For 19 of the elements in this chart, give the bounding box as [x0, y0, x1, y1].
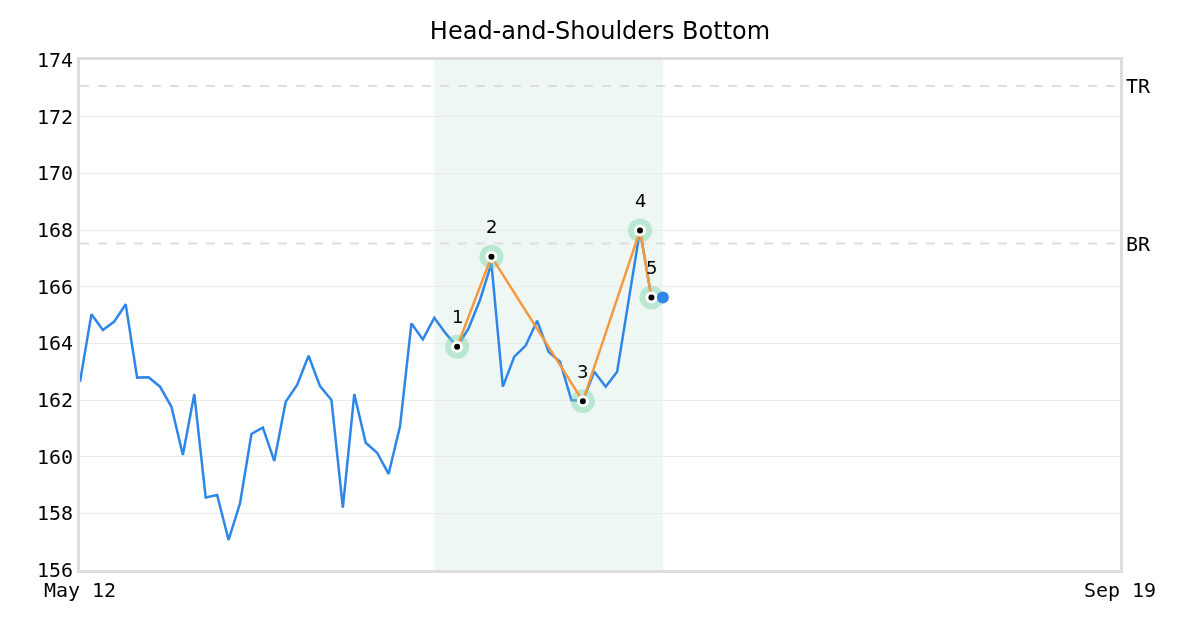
annotation: 4	[635, 190, 647, 211]
y-tick-label: 170	[36, 161, 73, 186]
y-tick-label: 158	[36, 501, 73, 526]
y-tick-label: 162	[36, 388, 73, 412]
y-tick-label: 174	[36, 48, 73, 72]
y-tick-label: 160	[36, 444, 73, 469]
ref-line-label: BR	[1126, 232, 1152, 256]
x-tick-label: Sep 19	[1083, 578, 1157, 602]
chart-title: Head-and-Shoulders Bottom	[429, 16, 771, 45]
y-tick-label: 172	[36, 104, 73, 129]
point	[656, 291, 669, 304]
annotation: 5	[646, 257, 658, 278]
y-tick-label: 164	[36, 331, 73, 356]
y-tick-label: 166	[36, 274, 73, 299]
y-tick-label: 168	[36, 218, 73, 242]
annotation: 2	[486, 216, 498, 237]
annotation: 1	[452, 306, 464, 327]
annotation: 3	[577, 361, 589, 382]
ref-line-label: TR	[1126, 74, 1152, 98]
